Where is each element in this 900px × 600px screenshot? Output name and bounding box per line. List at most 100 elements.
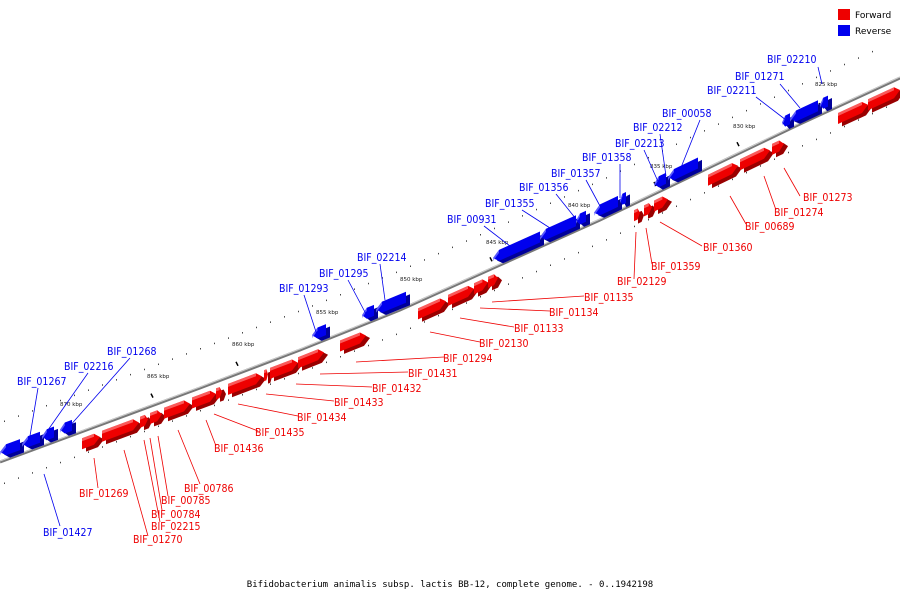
reverse-gene-arrow-highlight (576, 213, 580, 224)
guide-dot (116, 379, 117, 381)
forward-gene-label: BIF_01294 (443, 353, 492, 365)
guide-dot (830, 70, 831, 72)
reverse-gene-arrow-highlight (790, 110, 796, 122)
forward-gene-arrow (654, 196, 672, 214)
guide-dot (368, 344, 369, 347)
guide-dot (648, 156, 649, 159)
guide-dot (74, 456, 75, 459)
forward-gene-label: BIF_01360 (703, 242, 752, 254)
forward-gene-label-leader (355, 356, 445, 363)
guide-dot (32, 472, 33, 474)
reverse-gene-label: BIF_01356 (519, 182, 568, 194)
guide-dot (760, 103, 761, 105)
reverse-gene-arrow (620, 192, 630, 208)
reverse-gene-label: BIF_01267 (17, 376, 66, 388)
forward-gene-label-leader (93, 457, 99, 489)
guide-dot (438, 314, 439, 317)
forward-gene-label: BIF_01434 (297, 412, 346, 424)
reverse-gene-arrow-body (576, 210, 586, 225)
guide-dot (760, 165, 761, 167)
forward-gene-arrow (270, 359, 302, 382)
genome-backbone (0, 76, 900, 464)
guide-dot (214, 342, 215, 345)
dot-guides (4, 50, 887, 485)
forward-gene-label: BIF_01133 (514, 323, 563, 335)
reverse-gene-label-leader (347, 279, 367, 315)
guide-dot (298, 372, 299, 375)
guide-dot (88, 389, 89, 391)
forward-gene-arrow-shadow (842, 104, 872, 127)
guide-dot (410, 327, 411, 329)
guide-dot (536, 208, 537, 211)
forward-gene-arrow-highlight (448, 285, 468, 298)
forward-gene-label-leader (319, 371, 409, 375)
reverse-gene-arrow (540, 215, 580, 243)
forward-gene-arrow-body (270, 359, 298, 379)
guide-dot (102, 384, 103, 386)
reverse-gene-arrow-highlight (42, 429, 47, 440)
forward-gene-label: BIF_00785 (161, 495, 210, 507)
forward-gene-arrow-body (164, 400, 190, 419)
forward-gene-label: BIF_01134 (549, 307, 598, 319)
forward-gene-label: BIF_01435 (255, 427, 304, 439)
guide-dot (522, 215, 523, 217)
guide-dot (634, 225, 635, 228)
reverse-gene-label-leader (67, 357, 131, 429)
guide-dot (368, 282, 369, 285)
guide-dot (564, 258, 565, 260)
guide-dot (550, 264, 551, 266)
guide-dot (858, 119, 859, 121)
guide-dot (704, 192, 705, 194)
guide-dot (270, 383, 271, 385)
forward-gene-arrow (740, 147, 774, 173)
forward-gene-arrow (298, 349, 328, 371)
forward-gene-arrow-highlight (150, 410, 158, 416)
guide-dot (858, 57, 859, 59)
reverse-gene-arrow (790, 100, 822, 124)
reverse-gene-arrow-body (668, 157, 698, 180)
forward-gene-label: BIF_01270 (133, 534, 182, 546)
guide-dot (452, 308, 453, 311)
forward-gene-arrow-shadow (712, 165, 742, 189)
reverse-gene-label: BIF_01268 (107, 346, 156, 358)
guide-dot (830, 132, 831, 134)
genome-caption: Bifidobacterium animalis subsp. lactis B… (247, 580, 653, 590)
forward-gene-arrow-highlight (140, 414, 145, 420)
reverse-gene-arrow (42, 426, 58, 443)
forward-gene-arrow-shadow (744, 150, 774, 173)
guide-dot (774, 96, 775, 98)
forward-gene-arrow-highlight (216, 387, 220, 392)
backbone-highlight (0, 76, 900, 462)
guide-dot (634, 163, 635, 166)
legend: Forward Reverse (838, 9, 892, 37)
guide-dot (130, 373, 131, 376)
forward-gene-label: BIF_01431 (408, 368, 457, 380)
forward-gene-arrow (192, 390, 220, 411)
reverse-gene-label-leader (483, 225, 511, 247)
reverse-gene-arrow (576, 210, 590, 227)
forward-gene-label-leader (763, 175, 777, 211)
guide-dot (242, 332, 243, 334)
guide-dot (816, 138, 817, 141)
guide-dot (676, 143, 677, 146)
guide-dot (144, 368, 145, 371)
guide-dot (648, 218, 649, 221)
guide-dot (312, 367, 313, 369)
forward-gene-label: BIF_01436 (214, 443, 263, 455)
guide-dot (382, 277, 383, 279)
guide-dot (88, 451, 89, 453)
forward-gene-arrow (102, 419, 143, 445)
guide-dot (704, 130, 705, 132)
guide-dot (844, 125, 845, 128)
reverse-gene-label: BIF_02211 (707, 85, 756, 97)
reverse-gene-arrow-body (790, 100, 818, 122)
guide-dot (774, 158, 775, 160)
reverse-gene-arrow-highlight (362, 307, 367, 319)
guide-dot (424, 259, 425, 261)
guide-dot (4, 482, 5, 485)
reverse-gene-label-leader (47, 372, 89, 431)
forward-gene-label-leader (143, 439, 161, 523)
forward-gene-arrow-highlight (340, 332, 360, 344)
guide-dot (242, 394, 243, 396)
gene-labels: BIF_02210 BIF_01271 BIF_02211 BIF_00058 BIF_… (17, 54, 852, 546)
